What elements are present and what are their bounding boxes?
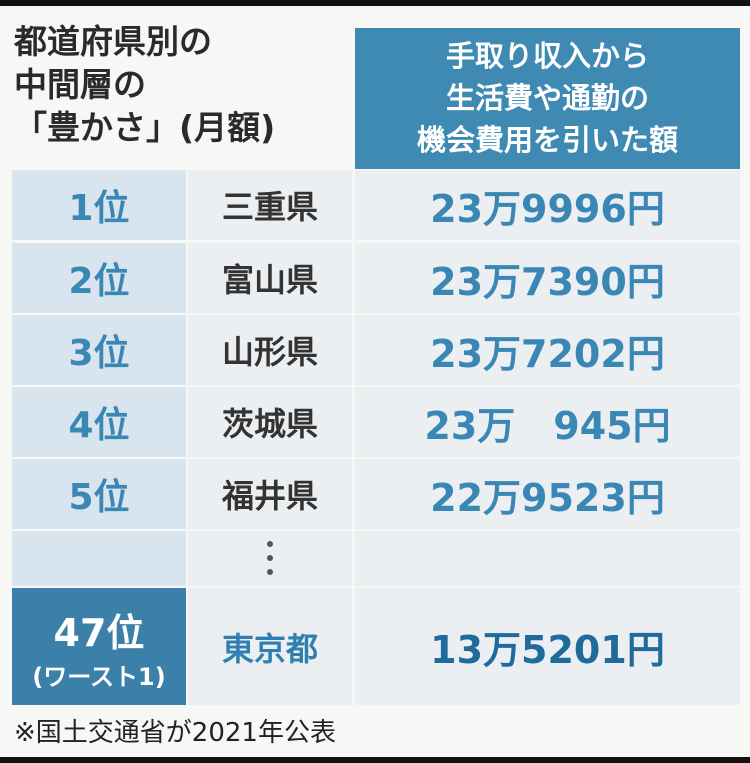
- prefecture: 山形県: [188, 315, 352, 385]
- bottom-border: [0, 757, 750, 763]
- title-line: 都道府県別の: [14, 22, 212, 61]
- rank-note: (ワースト1): [32, 662, 166, 691]
- ellipsis-rank: [12, 531, 186, 586]
- prefecture: 東京都: [188, 588, 352, 705]
- title-line: 「豊かさ」(月額): [14, 108, 276, 147]
- rank: 47位: [53, 610, 145, 655]
- rank: 2位: [12, 243, 186, 313]
- ellipsis-amount: [355, 531, 740, 586]
- rank: 5位: [12, 459, 186, 529]
- amount: 23万7202円: [355, 315, 740, 385]
- header-line: 機会費用を引いた額: [416, 123, 678, 157]
- amount: 13万5201円: [355, 588, 740, 705]
- prefecture: 富山県: [188, 243, 352, 313]
- ellipsis-pref: [188, 531, 352, 586]
- footnote: ※国土交通省が2021年公表: [14, 718, 336, 748]
- prefecture: 福井県: [188, 459, 352, 529]
- header: 手取り収入から 生活費や通勤の 機会費用を引いた額: [355, 28, 740, 169]
- rank: 3位: [12, 315, 186, 385]
- prefecture: 茨城県: [188, 387, 352, 457]
- last-rank-cell: 47位 (ワースト1): [12, 588, 186, 705]
- rank: 4位: [12, 387, 186, 457]
- header-line: 生活費や通勤の: [445, 81, 649, 115]
- amount: 23万7390円: [355, 243, 740, 313]
- top-border: [0, 0, 750, 6]
- header-line: 手取り収入から: [445, 39, 649, 73]
- amount: 22万9523円: [355, 459, 740, 529]
- amount: 23万9996円: [355, 170, 740, 240]
- amount: 23万 945円: [355, 387, 740, 457]
- title: 都道府県別の 中間層の 「豊かさ」(月額): [14, 20, 275, 149]
- title-line: 中間層の: [14, 65, 146, 104]
- ellipsis: [267, 541, 273, 575]
- rank: 1位: [12, 170, 186, 240]
- prefecture: 三重県: [188, 170, 352, 240]
